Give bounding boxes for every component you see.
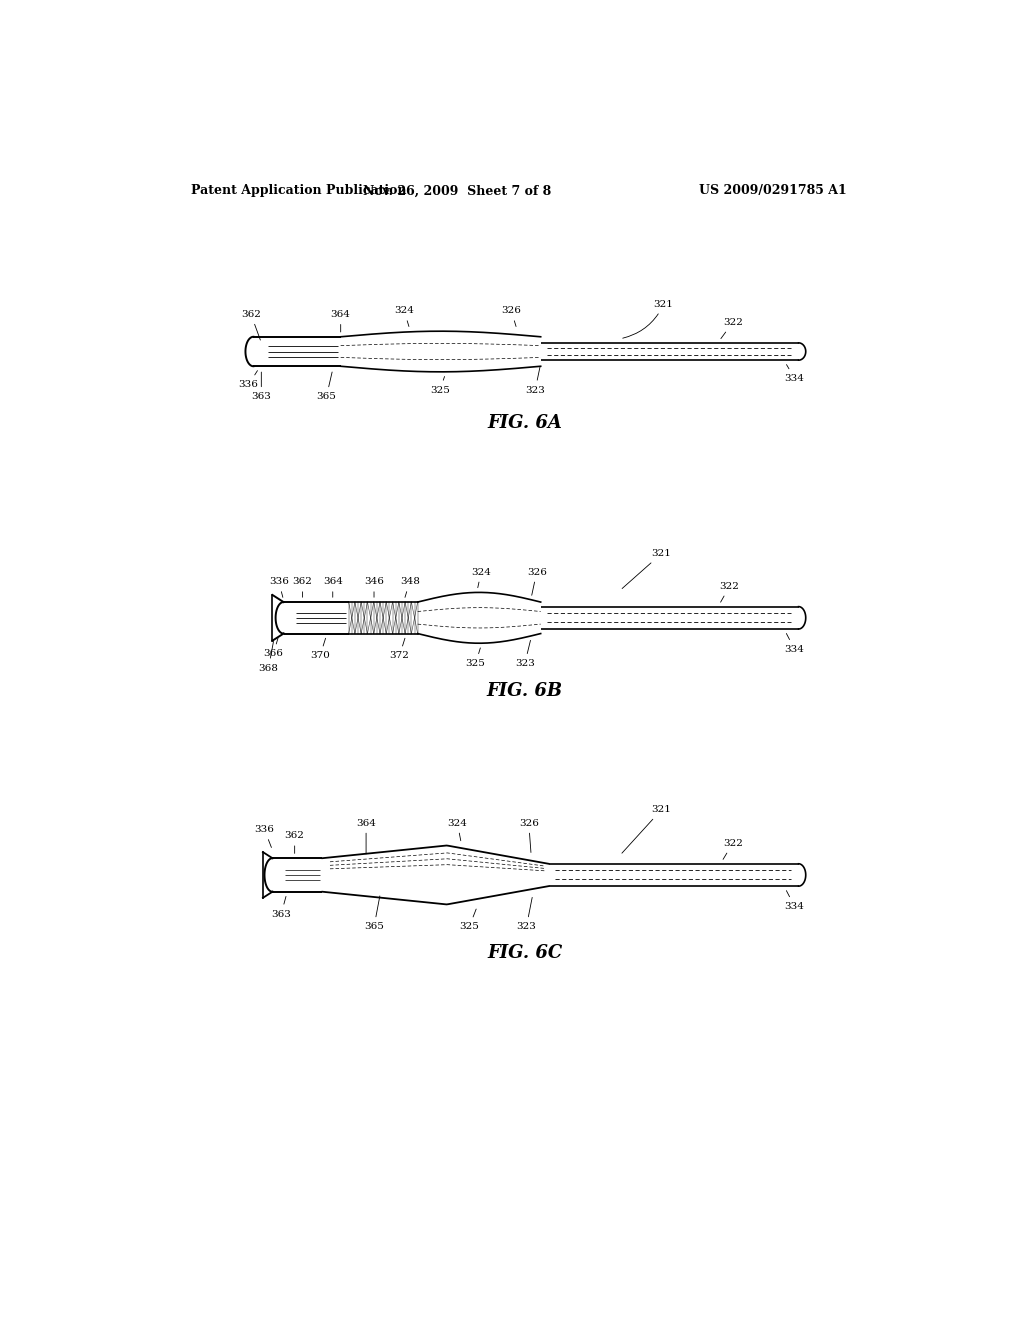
Text: 322: 322: [720, 582, 739, 602]
Text: 363: 363: [251, 372, 271, 401]
Text: 363: 363: [271, 896, 291, 919]
Text: 325: 325: [430, 376, 450, 395]
Text: 323: 323: [515, 640, 535, 668]
Text: 336: 336: [239, 371, 259, 389]
Text: 326: 326: [502, 306, 521, 326]
Text: FIG. 6B: FIG. 6B: [486, 682, 563, 700]
Text: 336: 336: [269, 577, 289, 598]
Text: 326: 326: [519, 818, 539, 853]
Text: 323: 323: [525, 367, 545, 395]
Text: 325: 325: [460, 909, 479, 932]
Text: 364: 364: [331, 310, 350, 331]
Text: FIG. 6C: FIG. 6C: [487, 944, 562, 962]
Text: 324: 324: [471, 568, 492, 587]
Text: 336: 336: [255, 825, 274, 847]
Text: 324: 324: [447, 818, 467, 841]
Text: 364: 364: [356, 818, 376, 854]
Text: 365: 365: [365, 896, 384, 932]
Text: 366: 366: [263, 639, 284, 659]
Text: 365: 365: [316, 372, 336, 401]
Text: 370: 370: [310, 639, 330, 660]
Text: 321: 321: [623, 300, 674, 338]
Text: 324: 324: [394, 306, 414, 326]
Text: 362: 362: [285, 832, 304, 853]
Text: 346: 346: [365, 577, 384, 597]
Text: 334: 334: [784, 634, 805, 653]
Text: 321: 321: [623, 549, 672, 589]
Text: 334: 334: [784, 891, 805, 911]
Text: 325: 325: [466, 648, 485, 668]
Text: 372: 372: [389, 639, 410, 660]
Text: 334: 334: [784, 364, 805, 383]
Text: FIG. 6A: FIG. 6A: [487, 413, 562, 432]
Text: 368: 368: [258, 642, 279, 673]
Text: 348: 348: [399, 577, 420, 598]
Text: Patent Application Publication: Patent Application Publication: [191, 185, 407, 198]
Text: 322: 322: [723, 840, 742, 859]
Text: 326: 326: [526, 568, 547, 595]
Text: 362: 362: [241, 310, 261, 341]
Text: 364: 364: [323, 577, 343, 597]
Text: 323: 323: [516, 898, 537, 932]
Text: Nov. 26, 2009  Sheet 7 of 8: Nov. 26, 2009 Sheet 7 of 8: [364, 185, 552, 198]
Text: 362: 362: [293, 577, 312, 597]
Text: US 2009/0291785 A1: US 2009/0291785 A1: [699, 185, 847, 198]
Text: 322: 322: [721, 318, 742, 339]
Text: 321: 321: [622, 805, 672, 853]
